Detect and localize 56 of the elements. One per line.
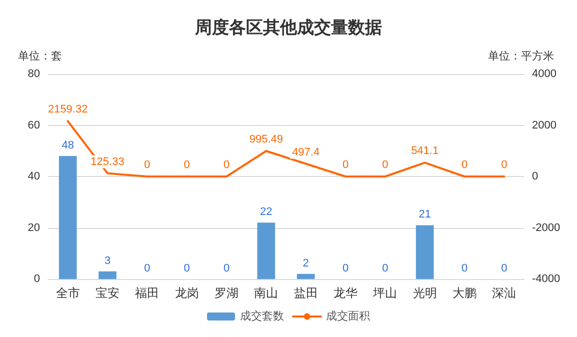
x-tick-label: 宝安 <box>96 286 120 300</box>
y2-tick-label: 4000 <box>532 68 556 80</box>
data-label: 2 <box>302 257 309 270</box>
y2-tick-label: -2000 <box>532 222 560 234</box>
y2-tick-label: 2000 <box>532 119 556 132</box>
data-label: 0 <box>382 262 388 274</box>
x-tick-label: 罗湖 <box>214 286 238 300</box>
data-label: 2159.32 <box>48 104 88 116</box>
data-label: 541.1 <box>411 145 439 158</box>
y-axis-title: 单位：套 <box>18 50 62 62</box>
y2-tick-label: -4000 <box>532 273 560 285</box>
data-label: 3 <box>104 254 111 267</box>
x-tick-label: 龙岗 <box>174 286 199 300</box>
bar <box>98 271 116 279</box>
data-label: 0 <box>382 159 388 171</box>
data-label: 0 <box>223 262 230 274</box>
x-tick-label: 大鹏 <box>452 286 476 300</box>
data-label: 22 <box>260 206 272 218</box>
data-label: 497.4 <box>292 146 320 158</box>
data-label: 0 <box>223 159 230 171</box>
data-label: 0 <box>342 159 349 171</box>
y2-tick-label: 0 <box>532 170 538 182</box>
data-label: 0 <box>501 262 508 274</box>
y2-axis-title: 单位：平方米 <box>488 50 554 62</box>
bar <box>257 222 276 279</box>
x-tick-label: 福田 <box>135 286 160 300</box>
legend-label: 成交面积 <box>326 310 370 322</box>
data-label: 995.49 <box>249 133 283 146</box>
bar <box>416 225 434 279</box>
y-tick-label: 80 <box>28 68 40 80</box>
x-tick-label: 全市 <box>56 286 80 300</box>
data-label: 0 <box>184 159 190 171</box>
data-label: 125.33 <box>90 156 124 168</box>
y-tick-label: 60 <box>28 119 40 132</box>
x-tick-label: 龙华 <box>334 286 358 300</box>
data-label: 0 <box>461 159 468 171</box>
data-label: 0 <box>144 262 150 274</box>
y-tick-label: 0 <box>34 273 40 285</box>
legend-label: 成交套数 <box>240 310 284 322</box>
data-label: 0 <box>461 262 468 274</box>
chart-title: 周度各区其他成交量数据 <box>194 18 382 37</box>
y-tick-label: 20 <box>28 222 40 234</box>
bar <box>58 156 77 279</box>
x-tick-label: 坪山 <box>372 286 398 300</box>
data-label: 0 <box>184 262 190 274</box>
y-tick-label: 40 <box>28 170 40 182</box>
x-tick-label: 深汕 <box>492 286 516 300</box>
x-tick-label: 南山 <box>254 286 278 300</box>
x-tick-label: 盐田 <box>294 286 318 300</box>
data-label: 21 <box>418 208 431 221</box>
data-label: 0 <box>501 159 508 171</box>
bar <box>296 274 315 279</box>
data-label: 48 <box>62 140 74 152</box>
x-tick-label: 光明 <box>412 286 437 300</box>
data-label: 0 <box>342 262 349 274</box>
data-label: 0 <box>144 159 150 171</box>
